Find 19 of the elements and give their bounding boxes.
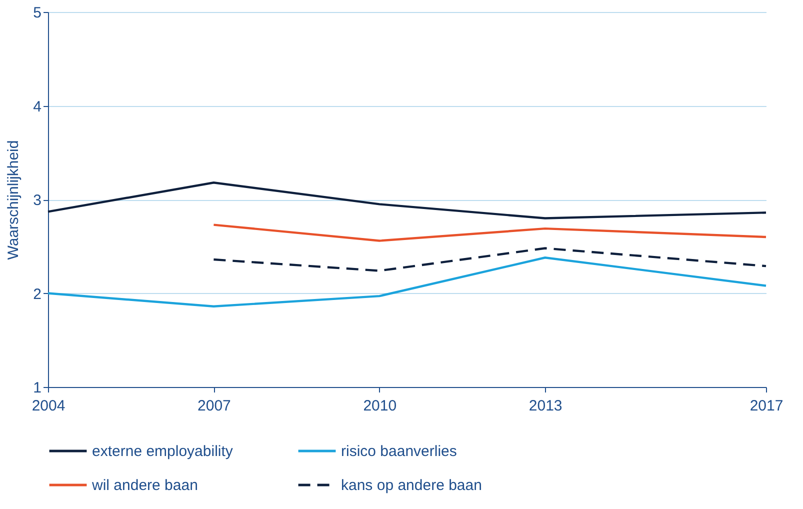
line-series	[46, 182, 768, 220]
x-tick-label: 2004	[32, 398, 66, 414]
y-tick-label: 5	[33, 4, 42, 22]
line-series	[212, 247, 768, 272]
legend-label: externe employability	[92, 443, 234, 460]
legend-label: risico baanverlies	[341, 443, 457, 460]
y-tick-label: 3	[33, 192, 42, 209]
x-tick-label: 2010	[363, 398, 397, 414]
y-tick-label: 4	[33, 98, 42, 116]
x-tick-label: 2007	[198, 398, 231, 414]
x-tick-label: 2013	[528, 398, 562, 414]
legend-label: kans op andere baan	[341, 477, 482, 494]
x-tick-label: 2017	[750, 398, 784, 414]
y-tick-label: 2	[33, 286, 42, 303]
y-tick-label: 1	[33, 380, 42, 396]
line-series	[212, 224, 768, 242]
legend-label: wil andere baan	[91, 477, 198, 494]
line-series	[46, 256, 768, 308]
y-axis-title: Waarschijnlijkheid	[5, 140, 22, 260]
